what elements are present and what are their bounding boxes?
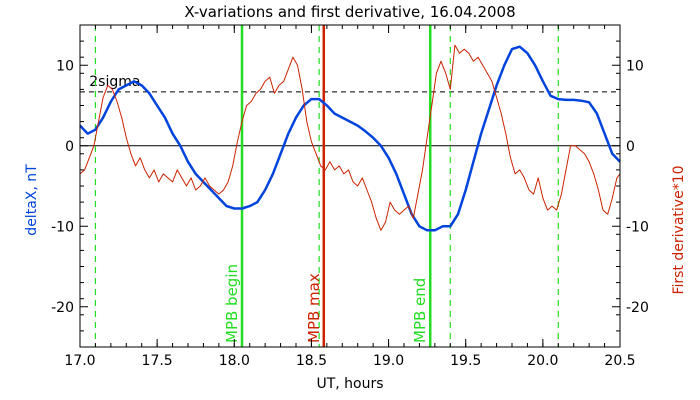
y-tick-label-right: -20	[626, 300, 649, 316]
x-tick-label: 18.5	[296, 353, 327, 369]
y-axis-label-right: First derivative*10	[671, 165, 687, 294]
series-line-derivative	[79, 44, 621, 231]
series-line-deltaX	[79, 45, 621, 232]
x-tick-label: 18.0	[219, 353, 250, 369]
x-axis-label: UT, hours	[316, 376, 383, 392]
vertical-line-label-1: MPB begin	[223, 264, 241, 343]
x-tick-label: 19.0	[373, 353, 404, 369]
y-axis-label-left: deltaX, nT	[24, 164, 40, 236]
chart-title: X-variations and first derivative, 16.04…	[184, 3, 515, 21]
y-tick-label-left: 0	[65, 139, 74, 155]
x-tick-label: 17.5	[142, 353, 173, 369]
y-tick-label-right: 10	[626, 58, 644, 74]
vertical-line-label-4: MPB end	[411, 278, 429, 343]
y-tick-label-right: 0	[626, 139, 635, 155]
x-tick-label: 20.0	[527, 353, 558, 369]
vertical-line-label-3: MPB max	[305, 273, 323, 343]
y-tick-label-left: -10	[51, 219, 74, 235]
x-tick-label: 20.5	[604, 353, 635, 369]
y-tick-label-left: 10	[56, 58, 74, 74]
axes: 17.0 17.5 18.0 18.5 19.0 19.5 20.0 20.5 -20 -20 -1…	[51, 24, 649, 369]
x-tick-label: 17.0	[64, 353, 95, 369]
y-tick-label-right: -10	[626, 219, 649, 235]
x-tick-label: 19.5	[450, 353, 481, 369]
y-tick-label-left: -20	[51, 300, 74, 316]
